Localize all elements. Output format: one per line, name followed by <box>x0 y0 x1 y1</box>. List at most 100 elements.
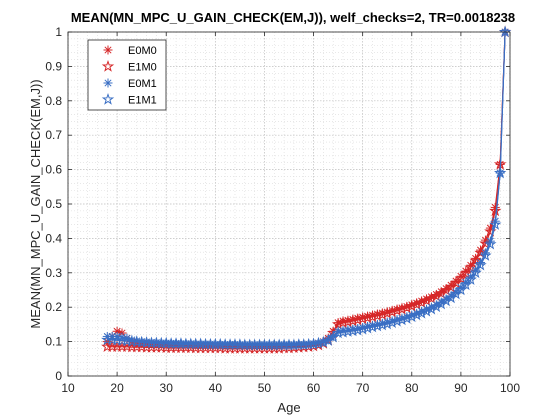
data-point-E1M1 <box>498 25 512 38</box>
data-point-E1M0 <box>336 316 350 328</box>
data-point-E1M0 <box>376 308 389 321</box>
data-point-E1M1 <box>341 325 355 337</box>
data-point-E1M1 <box>331 326 345 339</box>
data-point-E1M0 <box>361 311 374 324</box>
data-point-E1M0 <box>385 305 399 318</box>
data-point-E1M1 <box>474 258 487 271</box>
data-point-E1M1 <box>312 336 325 349</box>
data-point-E1M1 <box>351 323 364 336</box>
data-point-E1M0 <box>425 292 438 304</box>
data-point-E1M1 <box>346 324 360 337</box>
x-axis-title: Age <box>277 400 300 415</box>
y-tick-label: 1 <box>55 25 62 39</box>
data-point-E1M1 <box>366 320 379 333</box>
data-point-E1M0 <box>395 302 409 315</box>
data-point-E1M1 <box>390 314 404 327</box>
data-point-E1M0 <box>381 306 394 319</box>
legend-label-E0M0: E0M0 <box>128 45 157 57</box>
legend-marker-E0M0 <box>103 45 113 55</box>
data-point-E1M0 <box>439 283 453 296</box>
x-tick-label: 90 <box>454 381 468 395</box>
x-tick-label: 50 <box>258 381 272 395</box>
legend-marker-E1M0 <box>101 59 115 72</box>
y-tick-label: 0.8 <box>45 94 62 108</box>
data-point-E1M1 <box>430 300 443 313</box>
chart-title: MEAN(MN_MPC_U_GAIN_CHECK(EM,J)), welf_ch… <box>71 10 515 25</box>
y-tick-label: 0.1 <box>45 335 62 349</box>
marker-stroke <box>462 267 470 275</box>
x-tick-label: 20 <box>110 381 124 395</box>
data-point-E1M1 <box>484 237 497 250</box>
x-tick-label: 80 <box>405 381 419 395</box>
ticks <box>67 31 511 377</box>
data-point-E1M1 <box>469 266 482 279</box>
data-point-E1M1 <box>435 297 448 310</box>
data-point-E1M0 <box>469 254 482 267</box>
data-point-E1M0 <box>346 314 360 327</box>
y-tick-label: 0.5 <box>45 197 62 211</box>
data-point-E1M0 <box>410 297 423 310</box>
y-tick-label: 0.7 <box>45 128 62 142</box>
data-point-E1M1 <box>317 335 330 348</box>
data-point-E1M1 <box>361 321 374 334</box>
data-point-E1M1 <box>371 319 384 332</box>
y-tick-label: 0.3 <box>45 266 62 280</box>
data-point-E1M1 <box>322 334 335 346</box>
y-tick-label: 0.2 <box>45 300 62 314</box>
data-point-E1M0 <box>435 286 448 299</box>
y-tick-label: 0.4 <box>45 231 62 245</box>
legend-box <box>87 39 167 111</box>
y-axis-title: MEAN(MN_MPC_U_GAIN_CHECK(EM,J)) <box>28 79 43 328</box>
data-point-E1M1 <box>376 318 389 331</box>
data-point-E1M0 <box>489 204 502 217</box>
legend-marker-E0M1 <box>103 78 113 88</box>
legend-marker-E1M1 <box>101 92 115 105</box>
data-point-E1M0 <box>371 309 384 322</box>
tick-labels: 10 20 30 40 50 60 70 80 90 100 0 0.1 0.2 0.3 0.4 0.5 0.6… <box>45 25 520 395</box>
marker-stroke <box>486 237 494 245</box>
data-point-E1M1 <box>479 249 492 261</box>
x-tick-label: 30 <box>160 381 174 395</box>
data-point-E1M1 <box>395 313 409 326</box>
marker-stroke <box>104 46 112 54</box>
data-point-E1M0 <box>356 312 369 325</box>
data-point-E1M1 <box>385 316 399 328</box>
x-tick-label: 100 <box>500 381 520 395</box>
series-layer <box>101 25 512 354</box>
data-point-E1M1 <box>405 310 418 323</box>
legend-label-E1M1: E1M1 <box>128 95 157 107</box>
x-tick-label: 40 <box>209 381 223 395</box>
marker-stroke <box>104 79 112 87</box>
data-point-E1M1 <box>464 273 477 285</box>
y-tick-label: 0.6 <box>45 163 62 177</box>
y-tick-label: 0.9 <box>45 59 62 73</box>
data-point-E1M0 <box>400 301 414 314</box>
legend-label-E0M1: E0M1 <box>128 78 157 90</box>
data-point-E1M0 <box>430 289 443 302</box>
data-point-E1M1 <box>493 166 507 179</box>
y-tick-label: 0 <box>55 369 62 383</box>
series-E1M1 <box>101 25 512 351</box>
data-point-E1M1 <box>454 283 468 296</box>
data-point-E1M0 <box>390 304 404 316</box>
data-point-E1M1 <box>381 317 394 330</box>
data-point-E1M1 <box>336 325 350 338</box>
data-point-E1M1 <box>425 302 438 315</box>
data-point-E1M0 <box>405 299 418 312</box>
legend-label-E1M0: E1M0 <box>128 62 157 74</box>
x-tick-label: 70 <box>356 381 370 395</box>
data-point-E1M0 <box>459 266 473 279</box>
data-point-E1M1 <box>489 218 502 230</box>
data-point-E1M1 <box>439 294 453 307</box>
data-point-E1M1 <box>459 278 473 291</box>
data-point-E1M1 <box>410 308 423 321</box>
data-point-E1M0 <box>351 313 364 326</box>
data-point-E1M1 <box>444 291 458 304</box>
x-tick-label: 10 <box>61 381 75 395</box>
data-point-E1M1 <box>400 312 414 324</box>
data-point-E1M0 <box>454 272 468 284</box>
data-point-E1M1 <box>307 337 320 350</box>
data-point-E1M0 <box>331 317 345 330</box>
data-point-E1M1 <box>356 322 369 335</box>
